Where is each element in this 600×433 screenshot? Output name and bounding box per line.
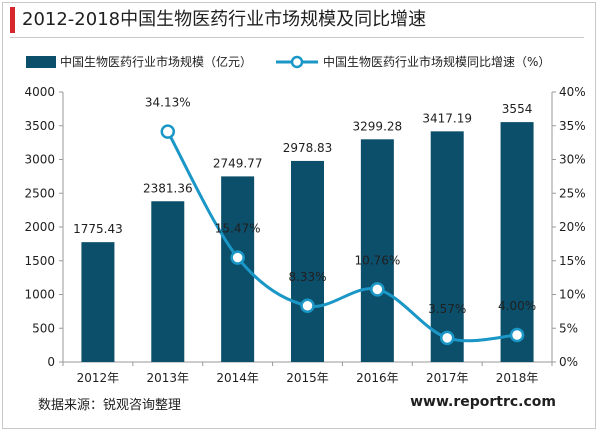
legend-label-line: 中国生物医药行业市场规模同比增速（%） bbox=[323, 54, 550, 69]
bar-value-label: 2749.77 bbox=[213, 156, 263, 170]
x-tick-label: 2014年 bbox=[216, 371, 259, 385]
bar bbox=[151, 201, 185, 362]
y-left-tick-label: 3500 bbox=[24, 119, 55, 133]
line-value-label: 8.33% bbox=[288, 270, 326, 284]
legend-marker-line bbox=[290, 55, 304, 69]
bar-value-label: 1775.43 bbox=[73, 222, 123, 236]
source-note: 数据来源：锐观咨询整理 bbox=[38, 398, 182, 413]
x-tick-label: 2013年 bbox=[147, 371, 190, 385]
bar bbox=[500, 122, 534, 362]
line-point bbox=[439, 330, 455, 346]
y-left-tick-label: 4000 bbox=[24, 85, 55, 99]
y-right-tick-label: 5% bbox=[559, 321, 578, 335]
y-right-tick-label: 15% bbox=[559, 254, 586, 268]
x-tick-label: 2012年 bbox=[77, 371, 120, 385]
y-right-tick-label: 30% bbox=[559, 153, 586, 167]
line-point bbox=[230, 250, 245, 265]
line-value-label: 4.00% bbox=[498, 299, 536, 313]
x-tick-label: 2015年 bbox=[286, 371, 329, 385]
x-tick-label: 2017年 bbox=[426, 371, 469, 385]
y-left-tick-label: 0 bbox=[47, 355, 55, 369]
line-value-label: 10.76% bbox=[354, 253, 400, 267]
chart-title: 2012-2018中国生物医药行业市场规模及同比增速 bbox=[22, 9, 427, 30]
x-tick-label: 2016年 bbox=[356, 371, 399, 385]
y-left-tick-label: 1500 bbox=[24, 254, 55, 268]
bar-value-label: 2381.36 bbox=[143, 181, 193, 195]
legend-label-bars: 中国生物医药行业市场规模（亿元） bbox=[60, 54, 252, 69]
bar bbox=[291, 160, 324, 362]
bar-value-label: 2978.83 bbox=[283, 141, 333, 155]
line-point bbox=[300, 298, 315, 314]
line-point bbox=[509, 327, 525, 343]
bar-value-label: 3417.19 bbox=[422, 111, 472, 125]
bar-value-label: 3299.28 bbox=[353, 119, 403, 133]
title-divider bbox=[10, 37, 584, 38]
y-left-tick-label: 2500 bbox=[24, 186, 55, 200]
title-accent-bar bbox=[10, 7, 15, 33]
bar bbox=[360, 139, 394, 362]
y-left-tick-label: 500 bbox=[32, 321, 55, 335]
line-value-label: 34.13% bbox=[145, 96, 191, 110]
y-left-tick-label: 3000 bbox=[24, 153, 55, 167]
line-point bbox=[370, 282, 385, 297]
line-value-label: 15.47% bbox=[215, 222, 261, 236]
y-right-tick-label: 0% bbox=[559, 355, 578, 369]
y-right-tick-label: 35% bbox=[559, 119, 586, 133]
y-left-tick-label: 2000 bbox=[24, 220, 55, 234]
y-right-tick-label: 10% bbox=[559, 288, 586, 302]
line-point bbox=[160, 124, 176, 139]
bar bbox=[81, 242, 115, 362]
y-right-tick-label: 25% bbox=[559, 186, 586, 200]
y-left-tick-label: 1000 bbox=[24, 288, 55, 302]
bar-value-label: 3554 bbox=[502, 102, 533, 116]
legend-swatch-bars bbox=[26, 56, 56, 68]
bar bbox=[430, 131, 464, 362]
website-url: www.reportrc.com bbox=[410, 394, 556, 410]
y-right-tick-label: 40% bbox=[559, 85, 586, 99]
line-value-label: 3.57% bbox=[428, 302, 466, 316]
x-tick-label: 2018年 bbox=[496, 371, 539, 385]
y-right-tick-label: 20% bbox=[559, 220, 586, 234]
